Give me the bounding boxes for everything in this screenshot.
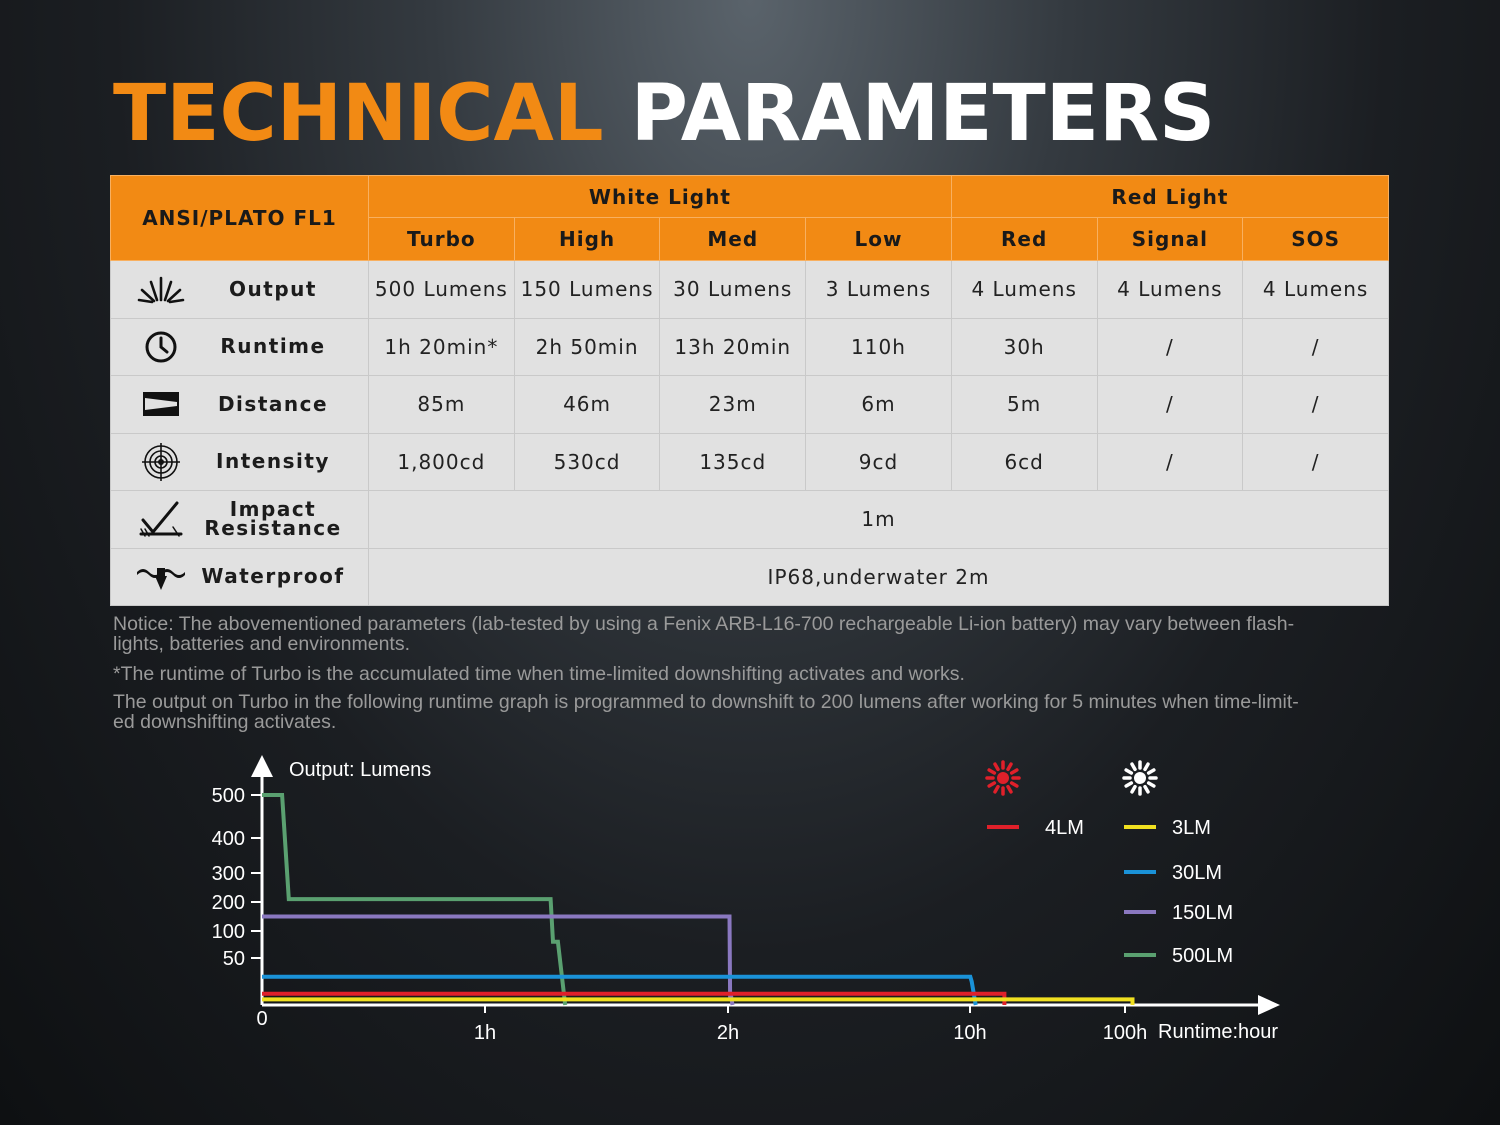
table-cell: 150 Lumens [513,260,661,319]
y-tick-label: 50 [223,948,245,970]
table-row-runtime: Runtime 1h 20min* 2h 50min 13h 20min 110… [110,317,1389,376]
mode-header: Red [950,217,1098,261]
row-label: Output [229,276,317,301]
clock-icon [126,330,196,364]
legend-label: 4LM [1045,817,1084,839]
y-tick-label: 500 [212,785,245,807]
mode-header: Turbo [368,217,515,261]
x-tick-label: 0 [256,1008,267,1030]
spec-table: ANSI/PLATO FL1 White Light Red Light Tur… [110,175,1390,606]
table-cell: / [1096,317,1244,376]
table-cell: 6cd [950,432,1098,491]
table-cell: 5m [950,375,1098,434]
legend-label: 3LM [1172,817,1211,839]
impact-icon [126,500,196,538]
table-cell: 530cd [513,432,661,491]
table-cell: 500 Lumens [368,260,515,319]
impact-label-line-2: Resistance [204,516,342,541]
y-axis-arrow [251,755,273,777]
group-red-light: Red Light [950,175,1390,218]
table-cell: 30h [950,317,1098,376]
table-cell: 6m [805,375,952,434]
series-line-3lm [262,997,1135,1005]
title-part-2: PARAMETERS [630,69,1216,159]
legend-label: 500LM [1172,945,1233,967]
white-light-icon [1122,760,1158,796]
mode-header: Signal [1096,217,1244,261]
waterproof-icon [126,562,196,592]
table-row-intensity: Intensity 1,800cd 530cd 135cd 9cd 6cd / … [110,432,1389,491]
notice-text: Notice: The abovementioned parameters (l… [113,613,1295,655]
y-tick-label: 100 [212,921,245,943]
table-cell: 9cd [805,432,952,491]
mode-header: SOS [1242,217,1389,261]
row-label: Impact Resistance [196,497,368,541]
mode-header: Med [659,217,807,261]
y-tick-label: 200 [212,892,245,914]
legend-label: 150LM [1172,902,1233,924]
impact-label-line-1: Impact [229,497,317,522]
corner-label: ANSI/PLATO FL1 [110,175,369,261]
table-cell: 23m [659,375,807,434]
target-icon [126,442,196,482]
table-cell: 4 Lumens [950,260,1098,319]
table-cell: 135cd [659,432,807,491]
red-light-icon [985,760,1021,796]
table-cell: 30 Lumens [659,260,807,319]
downshift-note: The output on Turbo in the following run… [113,691,1299,733]
table-row-output: Output 500 Lumens 150 Lumens 30 Lumens 3… [110,260,1389,319]
row-label: Distance [217,391,329,416]
y-axis-label: Output: Lumens [289,759,431,781]
series-line-500lm [262,793,568,1006]
group-white-light: White Light [368,175,952,218]
distance-icon [126,389,196,419]
x-tick-label: 1h [474,1022,496,1044]
mode-header: Low [805,217,952,261]
x-tick-label: 2h [717,1022,739,1044]
mode-header: High [513,217,661,261]
table-cell: IP68,underwater 2m [368,547,1389,606]
output-icon [126,274,196,304]
table-row-impact: Impact Resistance 1m [110,490,1389,549]
table-cell: 85m [368,375,515,434]
runtime-chart: Output: LumensRuntime:hour50040030020010… [212,755,1280,1044]
table-cell: 4 Lumens [1242,260,1389,319]
x-tick-label: 10h [953,1022,986,1044]
table-cell: 4 Lumens [1096,260,1244,319]
table-cell: 13h 20min [659,317,807,376]
table-cell: 1h 20min* [368,317,515,376]
table-cell: / [1242,432,1389,491]
table-cell: / [1096,432,1244,491]
table-cell: 2h 50min [513,317,661,376]
y-tick-label: 400 [212,828,245,850]
turbo-footnote: *The runtime of Turbo is the accumulated… [113,663,965,685]
table-row-waterproof: Waterproof IP68,underwater 2m [110,547,1389,606]
table-cell: 3 Lumens [805,260,952,319]
table-cell: / [1242,317,1389,376]
table-row-distance: Distance 85m 46m 23m 6m 5m / / [110,375,1389,434]
legend-label: 30LM [1172,862,1222,884]
row-label: Intensity [216,449,330,474]
row-label: Runtime [220,334,326,359]
title-part-1: TECHNICAL [113,69,604,159]
y-tick-label: 300 [212,863,245,885]
table-cell: / [1242,375,1389,434]
page-title: TECHNICAL PARAMETERS [113,68,1215,160]
table-cell: 1,800cd [368,432,515,491]
table-cell: / [1096,375,1244,434]
row-label: Waterproof [201,564,345,589]
table-cell: 1m [368,490,1389,549]
x-axis-arrow [1258,995,1280,1015]
x-axis-label: Runtime:hour [1158,1021,1278,1043]
table-cell: 110h [805,317,952,376]
table-cell: 46m [513,375,661,434]
x-tick-label: 100h [1103,1022,1148,1044]
